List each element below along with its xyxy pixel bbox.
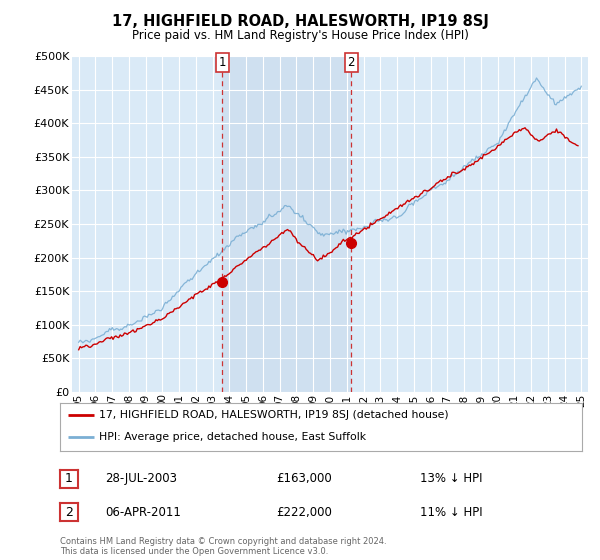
Text: 17, HIGHFIELD ROAD, HALESWORTH, IP19 8SJ (detached house): 17, HIGHFIELD ROAD, HALESWORTH, IP19 8SJ… <box>99 410 449 420</box>
Text: 2: 2 <box>347 56 355 69</box>
Text: This data is licensed under the Open Government Licence v3.0.: This data is licensed under the Open Gov… <box>60 547 328 556</box>
Bar <box>223 56 351 392</box>
Text: 1: 1 <box>65 472 73 486</box>
Text: 17, HIGHFIELD ROAD, HALESWORTH, IP19 8SJ: 17, HIGHFIELD ROAD, HALESWORTH, IP19 8SJ <box>112 14 488 29</box>
Text: 11% ↓ HPI: 11% ↓ HPI <box>420 506 482 519</box>
Text: 06-APR-2011: 06-APR-2011 <box>105 506 181 519</box>
Text: 1: 1 <box>218 56 226 69</box>
Text: Price paid vs. HM Land Registry's House Price Index (HPI): Price paid vs. HM Land Registry's House … <box>131 29 469 42</box>
Text: 2: 2 <box>65 506 73 519</box>
Text: Contains HM Land Registry data © Crown copyright and database right 2024.: Contains HM Land Registry data © Crown c… <box>60 537 386 546</box>
Text: HPI: Average price, detached house, East Suffolk: HPI: Average price, detached house, East… <box>99 432 366 442</box>
Text: £163,000: £163,000 <box>276 472 332 486</box>
Text: £222,000: £222,000 <box>276 506 332 519</box>
Text: 13% ↓ HPI: 13% ↓ HPI <box>420 472 482 486</box>
Text: 28-JUL-2003: 28-JUL-2003 <box>105 472 177 486</box>
